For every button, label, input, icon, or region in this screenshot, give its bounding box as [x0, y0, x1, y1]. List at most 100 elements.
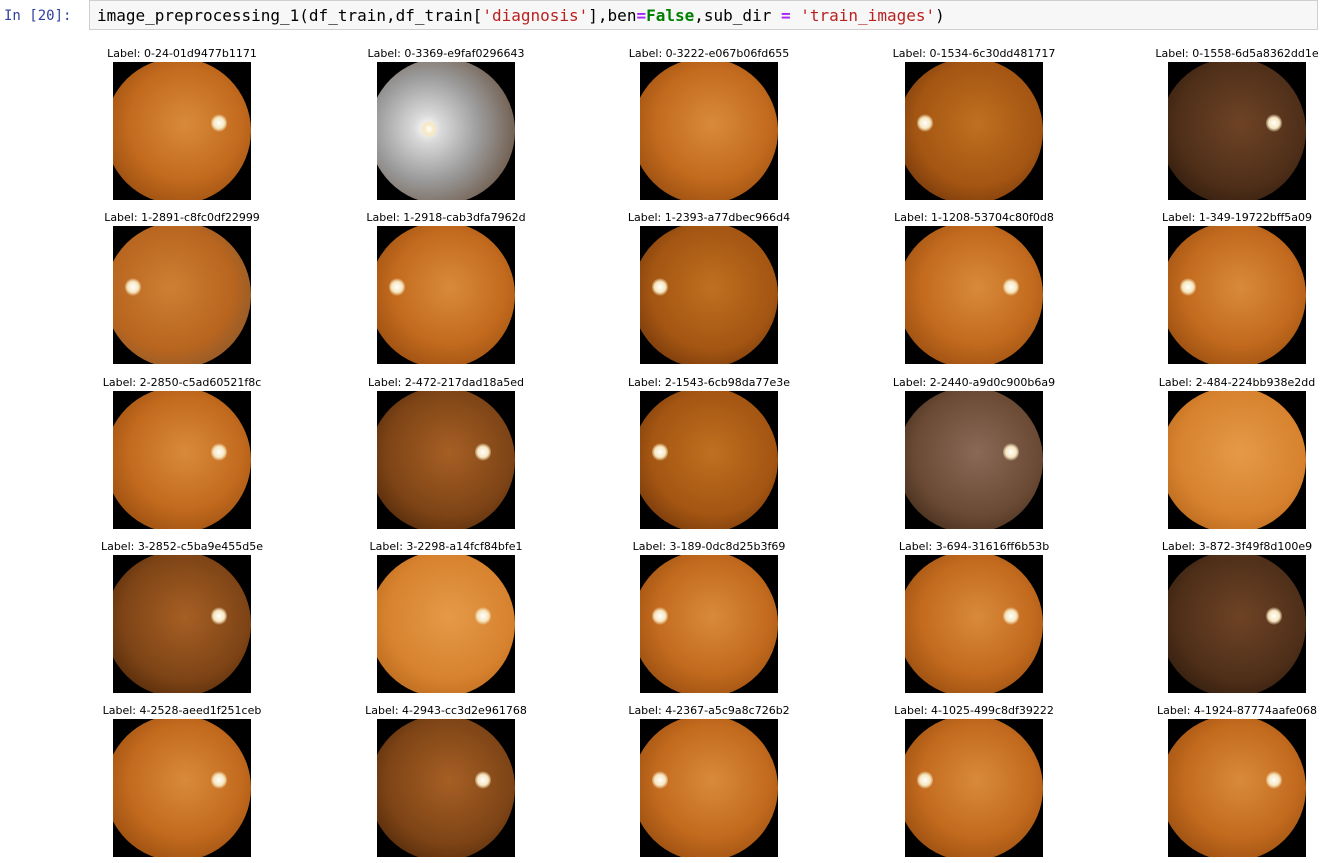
fundus-image — [113, 391, 251, 529]
fundus-image — [905, 62, 1043, 200]
code-keyword-false: False — [646, 6, 695, 25]
image-cell: Label: 2-2440-a9d0c900b6a9 — [844, 376, 1104, 534]
optic-disc — [475, 771, 491, 789]
fundus-image — [377, 555, 515, 693]
optic-disc — [475, 607, 491, 625]
image-label: Label: 3-694-31616ff6b53b — [898, 540, 1050, 553]
fundus-image — [113, 555, 251, 693]
image-label: Label: 3-872-3f49f8d100e9 — [1161, 540, 1313, 553]
image-label: Label: 0-3222-e067b06fd655 — [628, 47, 790, 60]
retina-disc-area — [905, 555, 1043, 693]
image-cell: Label: 2-2850-c5ad60521f8c — [52, 376, 312, 534]
code-eq2: = — [780, 6, 791, 25]
optic-disc — [652, 443, 668, 461]
optic-disc — [652, 771, 668, 789]
image-label: Label: 4-1924-87774aafe068 — [1157, 704, 1317, 717]
retina-disc-area — [113, 719, 251, 857]
retina-disc-area — [905, 226, 1043, 364]
optic-disc — [652, 278, 668, 296]
image-cell: Label: 0-1558-6d5a8362dd1e — [1107, 47, 1322, 205]
optic-disc — [1180, 278, 1196, 296]
optic-disc — [421, 120, 437, 138]
retina-disc-area — [377, 62, 515, 200]
fundus-image — [113, 62, 251, 200]
retina-disc-area — [377, 391, 515, 529]
optic-disc — [125, 278, 141, 296]
image-cell: Label: 2-484-224bb938e2dd — [1107, 376, 1322, 534]
optic-disc — [1003, 278, 1019, 296]
image-cell: Label: 3-189-0dc8d25b3f69 — [579, 540, 839, 698]
fundus-image — [377, 226, 515, 364]
code-eq: = — [636, 6, 647, 25]
optic-disc — [1003, 607, 1019, 625]
image-label: Label: 1-2918-cab3dfa7962d — [366, 211, 526, 224]
cell-output: Label: 0-24-01d9477b1171 Label: 0-3369-e9… — [0, 40, 1322, 863]
image-label: Label: 0-24-01d9477b1171 — [107, 47, 257, 60]
retina-disc-area — [905, 391, 1043, 529]
image-cell: Label: 0-3369-e9faf0296643 — [316, 47, 576, 205]
image-label: Label: 0-3369-e9faf0296643 — [367, 47, 525, 60]
retina-disc-area — [113, 555, 251, 693]
retina-disc-area — [1168, 719, 1306, 857]
code-string-diagnosis: 'diagnosis' — [482, 6, 589, 25]
code-mid: ],ben — [588, 6, 637, 25]
image-cell: Label: 1-1208-53704c80f0d8 — [844, 211, 1104, 369]
fundus-image — [1168, 719, 1306, 857]
optic-disc — [389, 278, 405, 296]
fundus-image — [905, 719, 1043, 857]
optic-disc — [211, 771, 227, 789]
image-cell: Label: 4-2367-a5c9a8c726b2 — [579, 704, 839, 862]
image-label: Label: 0-1534-6c30dd481717 — [892, 47, 1056, 60]
optic-disc — [211, 443, 227, 461]
image-label: Label: 1-2393-a77dbec966d4 — [627, 211, 791, 224]
retina-disc-area — [640, 62, 778, 200]
image-cell: Label: 4-1924-87774aafe068 — [1107, 704, 1322, 862]
image-label: Label: 3-2852-c5ba9e455d5e — [100, 540, 264, 553]
fundus-image — [1168, 62, 1306, 200]
image-label: Label: 1-2891-c8fc0df22999 — [104, 211, 260, 224]
optic-disc — [917, 771, 933, 789]
fundus-image — [905, 391, 1043, 529]
image-label: Label: 4-2528-aeed1f251ceb — [102, 704, 262, 717]
image-cell: Label: 1-2891-c8fc0df22999 — [52, 211, 312, 369]
optic-disc — [917, 114, 933, 132]
optic-disc — [1266, 607, 1282, 625]
code-fn: image_preprocessing_1(df_train,df_train[ — [97, 6, 483, 25]
fundus-image — [1168, 555, 1306, 693]
optic-disc — [1266, 771, 1282, 789]
image-cell: Label: 4-2943-cc3d2e961768 — [316, 704, 576, 862]
fundus-image — [640, 719, 778, 857]
image-label: Label: 1-1208-53704c80f0d8 — [894, 211, 1054, 224]
image-label: Label: 2-472-217dad18a5ed — [368, 376, 524, 389]
optic-disc — [211, 114, 227, 132]
image-label: Label: 2-1543-6cb98da77e3e — [627, 376, 791, 389]
code-input[interactable]: image_preprocessing_1(df_train,df_train[… — [89, 0, 1318, 30]
image-cell: Label: 2-1543-6cb98da77e3e — [579, 376, 839, 534]
fundus-image — [377, 391, 515, 529]
image-label: Label: 4-1025-499c8df39222 — [894, 704, 1054, 717]
code-space — [791, 6, 801, 25]
code-close: ) — [935, 6, 945, 25]
fundus-image — [640, 62, 778, 200]
retina-disc-area — [113, 391, 251, 529]
image-label: Label: 2-2850-c5ad60521f8c — [102, 376, 262, 389]
optic-disc — [1266, 114, 1282, 132]
optic-disc — [652, 607, 668, 625]
fundus-image — [1168, 391, 1306, 529]
retina-disc-area — [1168, 391, 1306, 529]
retina-disc-area — [1168, 62, 1306, 200]
image-cell: Label: 3-2298-a14fcf84bfe1 — [316, 540, 576, 698]
image-label: Label: 0-1558-6d5a8362dd1e — [1155, 47, 1319, 60]
code-tail: ,sub_dir — [694, 6, 781, 25]
fundus-image — [640, 391, 778, 529]
fundus-image — [640, 555, 778, 693]
optic-disc — [475, 443, 491, 461]
fundus-image — [640, 226, 778, 364]
image-cell: Label: 0-1534-6c30dd481717 — [844, 47, 1104, 205]
image-cell: Label: 0-24-01d9477b1171 — [52, 47, 312, 205]
image-label: Label: 1-349-19722bff5a09 — [1161, 211, 1313, 224]
image-cell: Label: 4-1025-499c8df39222 — [844, 704, 1104, 862]
image-cell: Label: 3-2852-c5ba9e455d5e — [52, 540, 312, 698]
image-cell: Label: 0-3222-e067b06fd655 — [579, 47, 839, 205]
fundus-image — [1168, 226, 1306, 364]
